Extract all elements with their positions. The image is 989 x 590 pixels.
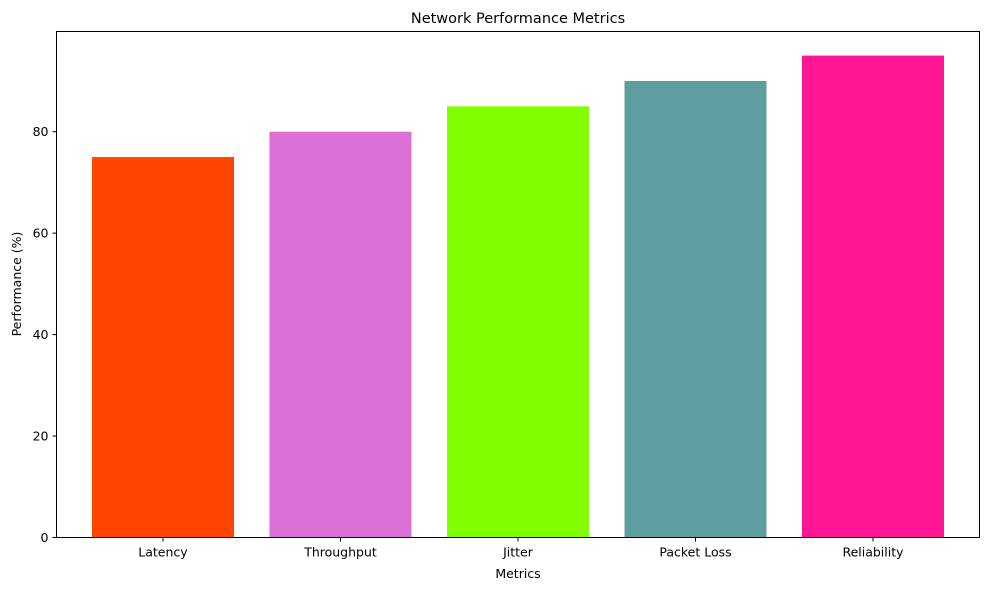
x-tick-label-packet-loss: Packet Loss (659, 545, 731, 560)
y-tick-label-20: 20 (33, 429, 49, 444)
bar-packet-loss (624, 80, 767, 538)
bar-throughput (269, 131, 412, 538)
plot-frame (56, 31, 980, 538)
y-tick-label-60: 60 (33, 226, 49, 241)
bar-reliability (802, 55, 944, 538)
y-tick-label-40: 40 (33, 327, 49, 342)
x-tick-label-reliability: Reliability (842, 545, 904, 560)
bar-jitter (447, 106, 589, 538)
bar-latency (92, 157, 234, 538)
x-tick-label-jitter: Jitter (502, 545, 534, 560)
x-tick-label-latency: Latency (138, 545, 188, 560)
x-tick-label-throughput: Throughput (303, 545, 377, 560)
y-axis-label: Performance (%) (9, 232, 24, 337)
chart-title: Network Performance Metrics (411, 11, 625, 27)
x-axis-label: Metrics (495, 566, 540, 581)
y-tick-label-80: 80 (33, 124, 49, 139)
x-axis: Latency Throughput Jitter Packet Loss Reliab… (138, 537, 904, 560)
y-tick-label-0: 0 (41, 530, 49, 545)
bars-group (92, 55, 944, 538)
y-axis: 0 20 40 60 80 (33, 124, 57, 545)
